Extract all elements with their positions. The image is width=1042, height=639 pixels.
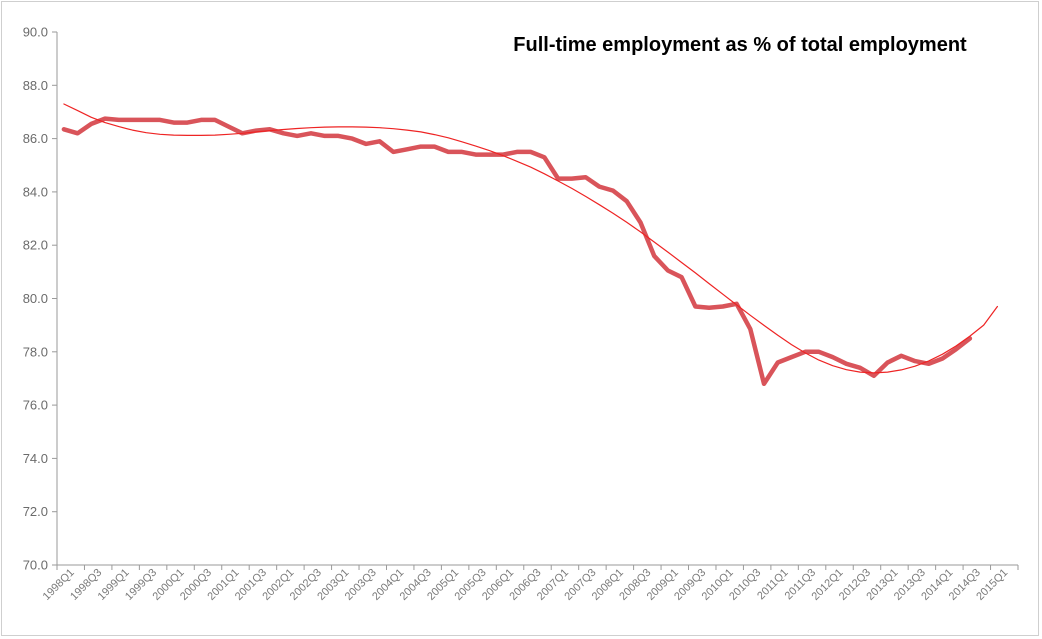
chart-title: Full-time employment as % of total emplo… [513, 34, 967, 56]
y-tick-label: 88.0 [23, 78, 48, 93]
y-tick-label: 70.0 [23, 558, 48, 573]
y-axis-tick-labels: 70.0 72.0 74.0 76.0 78.0 80.0 82.0 84.0 86.0 88.0… [23, 25, 48, 573]
y-tick-label: 90.0 [23, 25, 48, 40]
y-tick-label: 86.0 [23, 131, 48, 146]
y-tick-label: 78.0 [23, 344, 48, 359]
y-tick-label: 74.0 [23, 451, 48, 466]
series-line-trend [63, 103, 999, 374]
y-tick-label: 82.0 [23, 238, 48, 253]
y-tick-label: 80.0 [23, 291, 48, 306]
y-tick-label: 84.0 [23, 184, 48, 199]
axes [52, 31, 1019, 570]
series-line-fulltime-employment [61, 116, 973, 387]
series-layer [61, 103, 999, 387]
x-axis-tick-labels: 1998Q11998Q31999Q11999Q32000Q12000Q32001… [41, 567, 1011, 603]
y-tick-label: 76.0 [23, 398, 48, 413]
y-tick-label: 72.0 [23, 504, 48, 519]
